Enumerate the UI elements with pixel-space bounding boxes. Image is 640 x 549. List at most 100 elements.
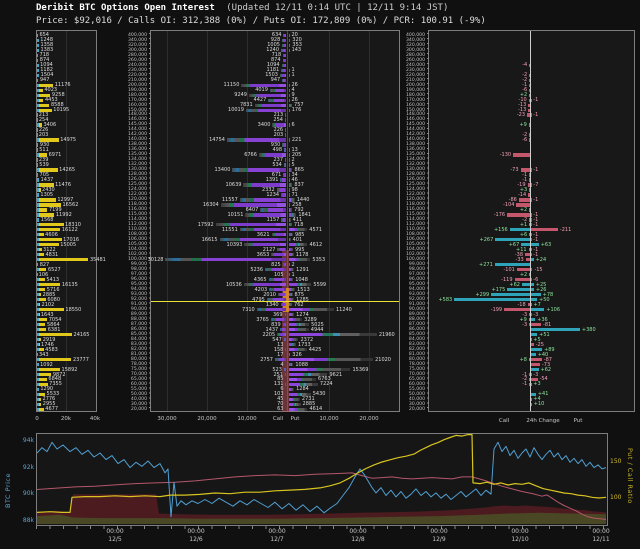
total-oi-bar [39, 153, 48, 157]
strike-label: 116,000 [128, 207, 147, 213]
call-oi-value: 17 [277, 351, 284, 358]
total-oi-value: 4606 [45, 231, 58, 238]
call-change-bar [507, 213, 530, 217]
call-oi-bar [285, 273, 286, 277]
call-oi-bar [285, 407, 286, 411]
total-oi-bar-accent [37, 148, 38, 152]
call-change-bar [529, 73, 530, 77]
strike-label-right: 126,000 [406, 177, 425, 183]
put-oi-value: 865 [294, 167, 304, 174]
total-oi-bar-accent [37, 392, 40, 397]
call-oi-value: 6407 [245, 206, 259, 213]
put-oi-bar [289, 268, 295, 272]
total-oi-value: 2885 [42, 291, 56, 298]
strike-label-right: 110,000 [406, 227, 425, 233]
strike-label-right: 132,000 [406, 162, 425, 168]
price-tick: 88k [22, 517, 34, 524]
total-oi-bar-accent [37, 178, 40, 182]
put-oi-value: 4612 [309, 241, 323, 248]
call-oi-value: 103 [273, 391, 284, 398]
call-oi-bar [220, 203, 286, 207]
put-oi-bar [289, 178, 290, 182]
strike-label-right: 240,000 [406, 62, 425, 68]
put-oi-bar [289, 138, 290, 142]
put-change-bar [530, 113, 532, 117]
mid-x-tick-put: Put [290, 416, 300, 422]
put-change-bar [530, 362, 540, 367]
total-oi-value: 5864 [47, 321, 60, 328]
total-oi-bar-accent [37, 108, 40, 112]
total-oi-bar [39, 337, 42, 342]
put-oi-value: 1733 [297, 341, 311, 348]
total-oi-bar-accent [37, 213, 40, 217]
total-oi-bar-accent [37, 188, 40, 192]
put-change-bar [530, 283, 534, 287]
call-oi-bar [283, 163, 286, 167]
call-oi-bar [283, 173, 286, 177]
total-oi-value: 9258 [51, 92, 65, 99]
strike-label: 106,000 [128, 237, 147, 243]
strike-label-right: 81,000 [408, 351, 425, 357]
call-change-bar [529, 78, 530, 82]
strike-label: 260,000 [128, 57, 147, 63]
put-oi-value: 143 [291, 47, 302, 54]
total-oi-bar-accent [37, 377, 40, 382]
call-change-bar [513, 153, 530, 157]
call-change-bar [521, 283, 530, 287]
put-oi-bar [289, 302, 293, 307]
strike-label: 142,000 [128, 132, 147, 138]
pcr-axis-title: Put / Call Ratio [626, 448, 634, 504]
put-oi-bar [289, 208, 293, 212]
call-oi-value: 2010 [263, 291, 276, 298]
put-change-bar [530, 238, 532, 242]
total-oi-bar-accent [37, 73, 40, 77]
date-tick-date: 12/10 [511, 536, 529, 543]
strike-label-right: 86,000 [408, 326, 425, 332]
call-oi-value: 1157 [266, 216, 280, 223]
call-oi-bar [254, 103, 286, 107]
price-pcr-chart [36, 434, 607, 524]
call-change-value: -2 [522, 376, 528, 383]
call-change-value: -1 [522, 172, 528, 179]
total-oi-bar [39, 123, 42, 127]
put-oi-bar [289, 98, 290, 102]
strike-label-right: 140,000 [406, 137, 425, 143]
strike-label-right: 95,000 [408, 282, 425, 288]
put-oi-value: 11240 [335, 306, 352, 313]
total-oi-bar [39, 168, 58, 172]
call-oi-value: 9249 [234, 92, 247, 99]
strike-label: 122,000 [128, 192, 147, 198]
put-change-bar [530, 243, 539, 247]
put-oi-value: 1841 [298, 211, 312, 218]
put-oi-bar [289, 347, 307, 352]
put-change-bar [530, 322, 542, 327]
call-change-value: -13 [518, 107, 527, 114]
put-oi-value: 34 [291, 172, 298, 179]
total-oi-bar-accent [37, 103, 40, 107]
put-oi-value: 21020 [375, 356, 391, 363]
call-change-bar [529, 178, 530, 182]
put-oi-bar [289, 103, 293, 107]
total-oi-bar [39, 188, 41, 192]
total-oi-bar-accent [37, 163, 38, 167]
strike-label: 220,000 [128, 72, 147, 78]
strike-label-right: 114,000 [406, 217, 425, 223]
total-oi-bar-accent [37, 98, 40, 102]
call-change-value: +156 [493, 226, 508, 233]
strike-label-right: 200,000 [406, 82, 425, 88]
total-oi-value: 106 [38, 271, 49, 278]
call-change-bar [527, 183, 530, 187]
strike-label: 86,000 [130, 326, 147, 332]
total-oi-bar [39, 372, 52, 377]
put-oi-value: 837 [294, 182, 304, 188]
total-oi-value: 18550 [65, 306, 82, 313]
put-oi-bar [289, 43, 291, 47]
total-oi-bar-accent [37, 367, 40, 372]
total-oi-bar-accent [37, 317, 40, 322]
total-oi-bar-accent [37, 382, 40, 387]
total-oi-bar-accent [37, 93, 40, 97]
total-oi-bar-accent [37, 48, 39, 52]
total-oi-value: 15892 [61, 366, 78, 373]
put-oi-value: 2372 [300, 336, 314, 343]
